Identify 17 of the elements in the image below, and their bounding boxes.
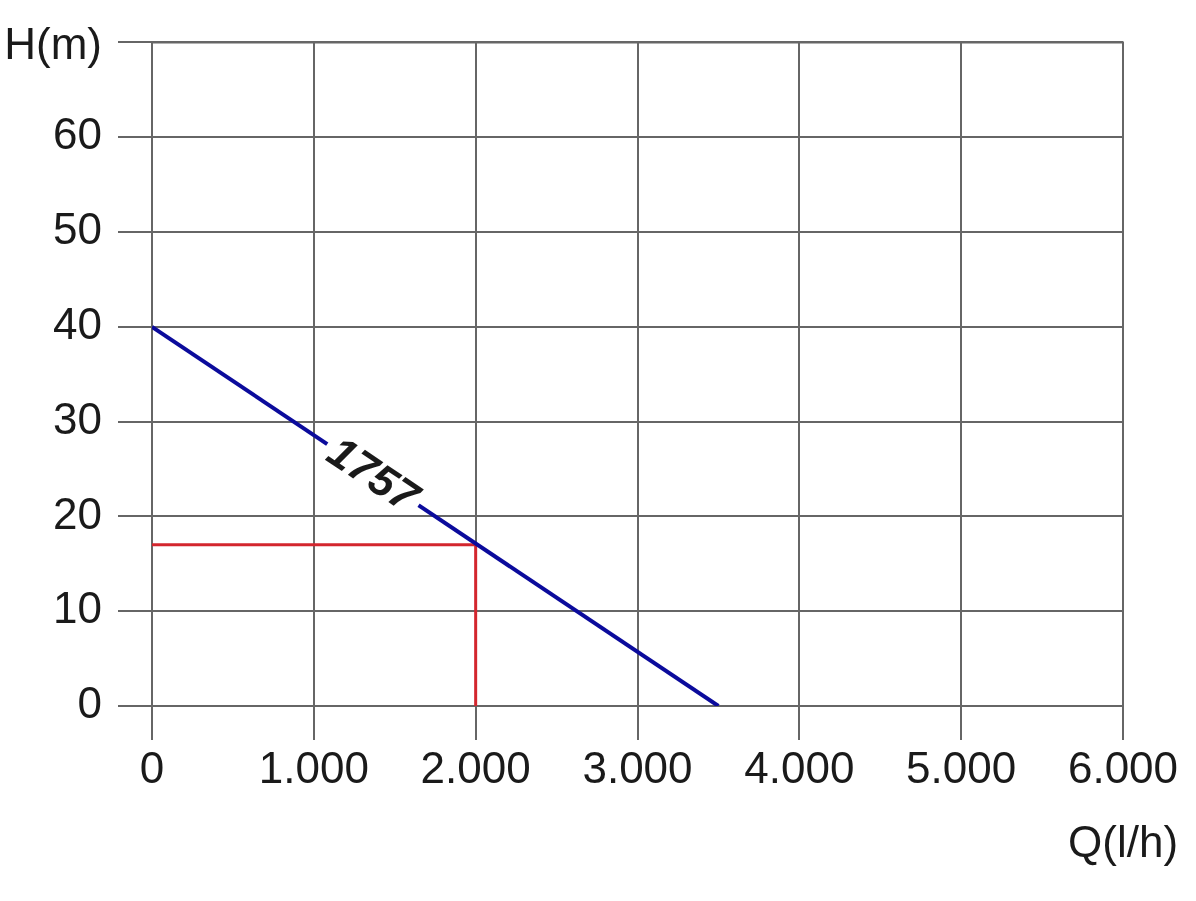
text: 1757: [319, 425, 431, 523]
x-tick-label: 1.000: [258, 742, 369, 792]
y-tick-label: 30: [53, 393, 102, 443]
y-tick-label: 20: [53, 488, 102, 538]
x-tick-label: 0: [139, 742, 165, 792]
y-tick-label: 10: [53, 583, 102, 633]
y-axis-title: H(m): [4, 19, 102, 69]
y-tick-label: 60: [53, 109, 102, 159]
x-tick-label: 5.000: [906, 742, 1017, 792]
x-tick-label: 6.000: [1067, 742, 1179, 792]
y-tick-label: 50: [53, 204, 102, 254]
x-tick-label: 3.000: [582, 742, 693, 792]
y-tick-label: 40: [53, 298, 102, 348]
x-axis-title: Q(l/h): [1068, 817, 1179, 866]
y-tick-label: 0: [77, 678, 102, 728]
x-tick-label: 2.000: [420, 742, 531, 792]
x-tick-label: 4.000: [744, 742, 855, 792]
